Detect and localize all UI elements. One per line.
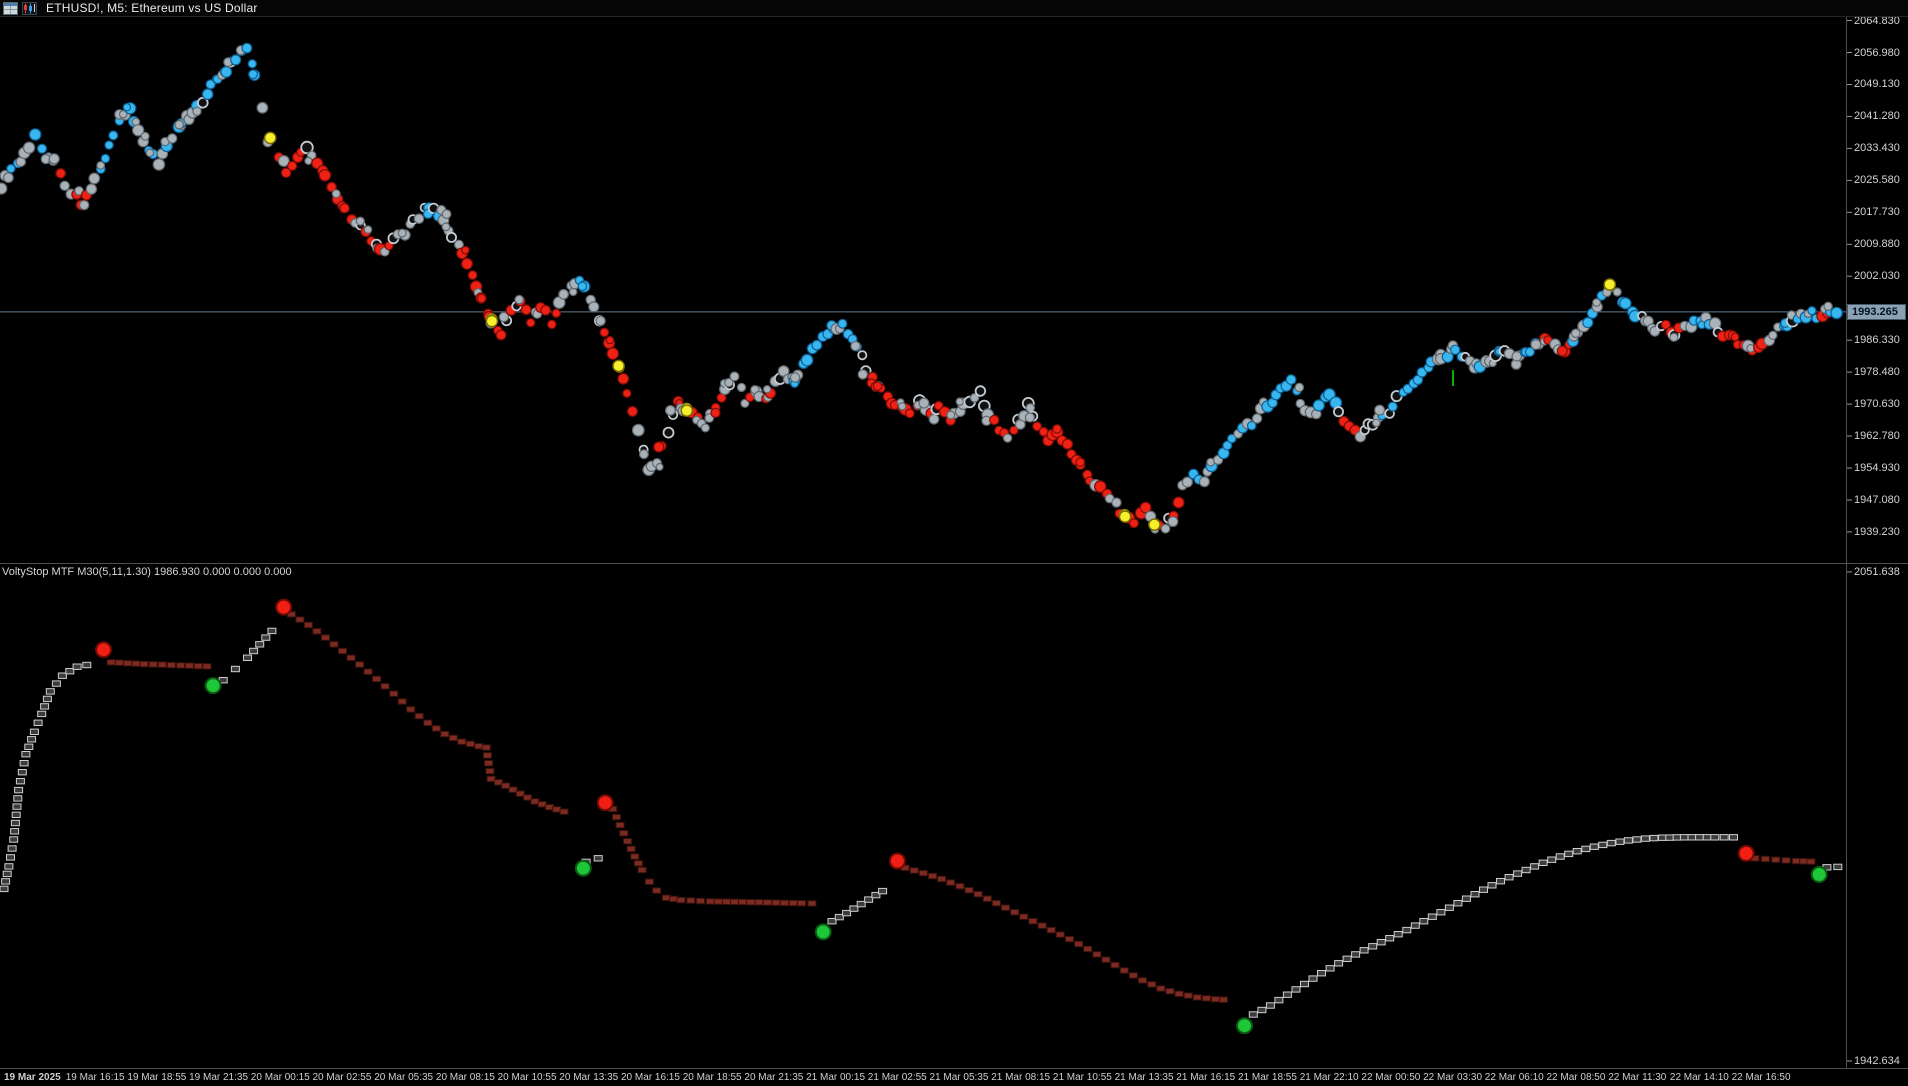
- time-tick-label: 22 Mar 16:50: [1731, 1072, 1791, 1083]
- price-dots: [0, 42, 1843, 534]
- time-tick-label: 20 Mar 00:15: [250, 1072, 310, 1083]
- time-tick-label: 21 Mar 08:15: [991, 1072, 1051, 1083]
- cursor-tick: [1452, 370, 1454, 386]
- current-price-badge: 1993.265: [1847, 303, 1906, 320]
- price-tick-label: 2056.980: [1854, 46, 1900, 59]
- time-tick-label: 21 Mar 13:35: [1114, 1072, 1174, 1083]
- time-tick-label: 19 Mar 16:15: [65, 1072, 125, 1083]
- volty-up-segment: [0, 661, 92, 893]
- red-signal-marker: [596, 794, 614, 812]
- red-signal-marker: [95, 641, 112, 659]
- price-tick-label: 2049.130: [1854, 78, 1900, 91]
- indicator-label: VoltyStop MTF M30(5,11,1.30) 1986.930 0.…: [2, 566, 292, 578]
- time-tick-label: 22 Mar 11:30: [1608, 1072, 1667, 1083]
- time-tick-label: 20 Mar 18:55: [682, 1072, 742, 1083]
- price-tick-label: 1954.930: [1854, 462, 1900, 474]
- price-tick-label: 1978.480: [1854, 366, 1900, 379]
- green-signal-marker: [1810, 866, 1828, 883]
- green-signal-marker: [1236, 1017, 1253, 1035]
- volty-down-segment: [608, 805, 817, 907]
- time-tick-label: 20 Mar 13:35: [559, 1072, 619, 1083]
- time-tick-label: 20 Mar 08:15: [435, 1072, 495, 1083]
- window-title: ETHUSD!, M5: Ethereum vs US Dollar: [46, 1, 258, 15]
- time-tick-label: 21 Mar 16:15: [1176, 1072, 1236, 1083]
- red-signal-marker: [888, 852, 906, 870]
- price-tick-label: 2041.280: [1854, 110, 1900, 123]
- time-tick-label: 22 Mar 06:10: [1484, 1072, 1544, 1083]
- time-tick-label: 22 Mar 08:50: [1546, 1072, 1606, 1083]
- volty-up-segment: [827, 887, 888, 925]
- volty-up-segment: [1248, 834, 1738, 1018]
- window-grid-icon[interactable]: [3, 1, 19, 15]
- green-signal-marker: [814, 923, 832, 941]
- price-tick-label: 1939.230: [1854, 525, 1900, 538]
- time-tick-label: 21 Mar 05:35: [929, 1072, 989, 1083]
- green-signal-marker: [574, 859, 592, 877]
- signal-dots-yellow: [263, 131, 1617, 532]
- time-tick-label: 19 Mar 21:35: [189, 1072, 249, 1083]
- volty-up-segment: [218, 627, 277, 684]
- time-tick-label: 20 Mar 10:55: [497, 1072, 557, 1083]
- title-bar: ETHUSD!, M5: Ethereum vs US Dollar: [0, 0, 1908, 17]
- time-tick-label: 20 Mar 16:15: [621, 1072, 680, 1083]
- volty-down-segment: [286, 611, 569, 815]
- price-tick-label: 1986.330: [1854, 334, 1900, 347]
- price-tick-label: 1947.080: [1854, 493, 1900, 506]
- price-tick-label: 2009.880: [1854, 238, 1900, 251]
- time-tick-label: 22 Mar 03:30: [1423, 1072, 1483, 1083]
- price-tick-label: 2064.830: [1854, 14, 1900, 27]
- time-tick-label: 20 Mar 02:55: [312, 1072, 372, 1083]
- pane-separators: [0, 17, 1908, 1069]
- price-tick-label: 1962.780: [1854, 430, 1900, 443]
- volty-down-segment: [106, 659, 212, 670]
- time-tick-label: 22 Mar 14:10: [1669, 1072, 1729, 1083]
- price-tick-label: 1970.630: [1854, 398, 1900, 411]
- time-tick-label: 19 Mar 2025: [4, 1072, 61, 1083]
- indicator-tick-top: 2051.638: [1854, 565, 1900, 578]
- time-tick-label: 20 Mar 05:35: [374, 1072, 434, 1083]
- red-signal-marker: [1737, 844, 1755, 862]
- red-signal-marker: [275, 598, 293, 616]
- time-axis[interactable]: 19 Mar 2025 19 Mar 16:15 19 Mar 18:55 19 Ma…: [0, 1069, 1846, 1086]
- price-tick-label: 2025.580: [1854, 174, 1900, 187]
- time-tick-label: 21 Mar 10:55: [1052, 1072, 1112, 1083]
- volty-down-segment: [1750, 855, 1816, 865]
- time-tick-label: 21 Mar 18:55: [1238, 1072, 1297, 1083]
- price-tick-label: 2017.730: [1854, 206, 1900, 219]
- time-tick-label: 21 Mar 22:10: [1299, 1072, 1359, 1083]
- time-tick-label: 22 Mar 00:50: [1361, 1072, 1421, 1083]
- time-tick-label: 21 Mar 00:15: [806, 1072, 866, 1083]
- price-tick-label: 2033.430: [1854, 142, 1900, 155]
- candlestick-icon[interactable]: [22, 1, 38, 15]
- time-tick-label: 21 Mar 02:55: [867, 1072, 927, 1083]
- volty-down-segment: [900, 864, 1228, 1003]
- price-axis[interactable]: 1993.265 2064.830 2056.980 2049.130 2041.28…: [1846, 0, 1908, 1086]
- axis-tick-marks: [1847, 20, 1852, 1062]
- indicator-tick-bottom: 1942.634: [1854, 1054, 1900, 1067]
- price-tick-label: 2002.030: [1854, 270, 1900, 283]
- time-tick-label: 20 Mar 21:35: [744, 1072, 804, 1083]
- green-signal-marker: [204, 677, 222, 695]
- time-tick-label: 19 Mar 18:55: [127, 1072, 187, 1083]
